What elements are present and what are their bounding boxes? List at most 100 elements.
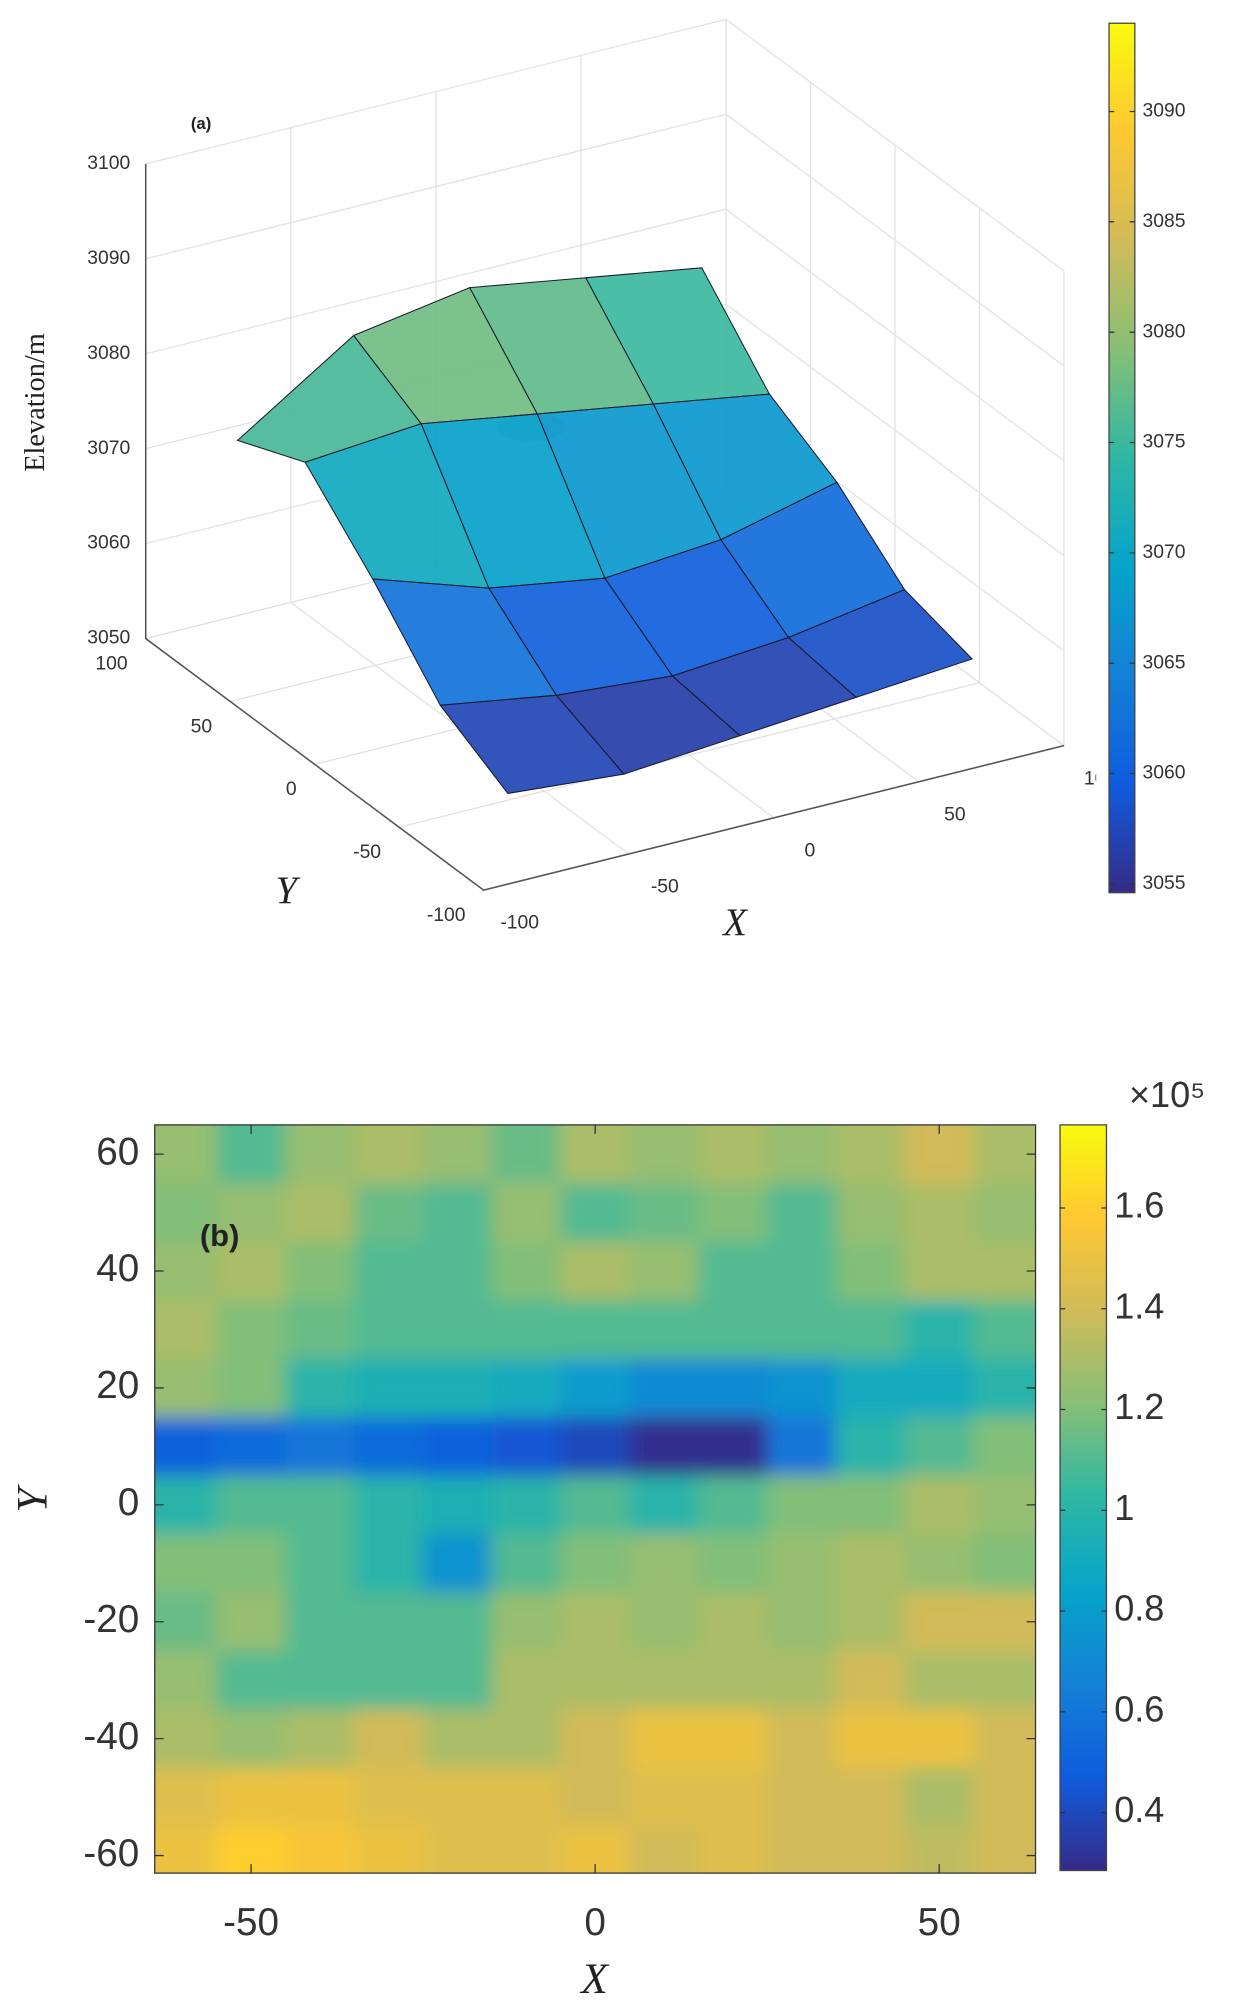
contour-cell [285,1826,356,1874]
contour-cell [629,1475,700,1536]
contour-cell [154,1241,218,1302]
y-tick-label: -60 [83,1832,139,1875]
contour-cell [216,1358,287,1419]
contour-cell [154,1300,218,1360]
contour-cell [767,1417,838,1477]
y-tick-label: -100 [427,904,466,926]
contour-cell [560,1241,631,1302]
contour-cell [767,1709,838,1770]
contour-cell [904,1650,975,1711]
contour-cell [154,1709,218,1770]
contour-cell [423,1417,494,1477]
colorbar-tick-label: 3060 [1143,762,1186,784]
contour-cell [835,1767,907,1828]
x-tick-label: 0 [584,1901,606,1944]
contour-cell [154,1475,218,1536]
contour-cell [835,1592,907,1653]
x-axis-title: X [721,902,748,944]
contour-cell [354,1183,425,1244]
contour-cell [560,1358,631,1419]
contour-cell [560,1183,631,1244]
contour-cell [973,1300,1036,1360]
contour-cell [560,1417,631,1477]
y-tick-label: 50 [191,715,212,737]
colorbar-tick-label: 1 [1114,1487,1134,1528]
contour-cell [698,1417,769,1477]
contour-cell [354,1358,425,1419]
contour-cell [767,1183,838,1244]
contour-cell [560,1124,631,1185]
contour-cell [423,1124,494,1185]
filled-contours [154,1124,1036,1874]
grid-line [145,18,1065,272]
contour-cell [835,1826,907,1874]
contour-cell [698,1767,769,1828]
z-axis-title: Elevation/m [20,333,51,472]
grid-line [145,113,1065,367]
contour-cell [973,1358,1036,1419]
contour-cell [698,1358,769,1419]
colorbar-tick-label: 1.6 [1114,1185,1164,1226]
contour-cell [285,1300,356,1360]
y-tick-label: 100 [95,652,127,674]
colorbar [1108,22,1136,894]
contour-cell [491,1767,563,1828]
contour-cell [904,1475,975,1536]
z-tick-label: 3080 [87,342,130,364]
contour-cell [973,1475,1036,1536]
contour-cell [698,1241,769,1302]
colorbar-tick-label: 0.6 [1114,1688,1164,1729]
contour-cell [629,1183,700,1244]
contour-cell [216,1241,287,1302]
y-axis-title: Y [8,1483,56,1512]
plot-area [154,1124,1036,1874]
contour-cell [154,1650,218,1711]
contour-cell [423,1241,494,1302]
contour-cell [973,1826,1036,1874]
contour-cell [354,1241,425,1302]
z-tick-label: 3050 [87,627,130,649]
z-tick-label: 3090 [87,247,130,269]
contour-cell [904,1417,975,1477]
contour-cell [973,1709,1036,1770]
contour-cell [423,1534,494,1594]
contour-cell [285,1124,356,1185]
contour-cell [216,1124,287,1185]
contour-cell [629,1534,700,1594]
contour-cell [423,1183,494,1244]
contour-cell [423,1650,494,1711]
contour-cell [767,1592,838,1653]
contour-cell [835,1650,907,1711]
contour-cell [491,1709,563,1770]
x-tick-label: -100 [500,912,539,934]
contour-cell [216,1592,287,1653]
contour-cell [767,1358,838,1419]
contour-cell [973,1417,1036,1477]
z-tick-label: 3070 [87,437,130,459]
contour-cell [904,1183,975,1244]
contour-cell [354,1592,425,1653]
y-tick-label: 0 [118,1481,140,1524]
contour-cell [216,1534,287,1594]
contour-cell [973,1124,1036,1185]
contour-cell [216,1183,287,1244]
contour-cell [491,1241,563,1302]
contour-cell [973,1650,1036,1711]
contour-cell [698,1592,769,1653]
colorbar-tick-label: 3075 [1143,431,1186,453]
contour-cell [629,1767,700,1828]
contour-cell [285,1241,356,1302]
contour-cell [154,1767,218,1828]
contour-cell [629,1709,700,1770]
contour-cell [154,1592,218,1653]
contour-cell [560,1300,631,1360]
y-axis-title: Y [276,870,301,912]
contour-cell [698,1183,769,1244]
contour-cell [154,1534,218,1594]
contour-cell [698,1650,769,1711]
contour-cell [629,1417,700,1477]
contour-cell [423,1767,494,1828]
contour-cell [354,1417,425,1477]
colorbar-tick-label: 1.4 [1114,1285,1164,1326]
